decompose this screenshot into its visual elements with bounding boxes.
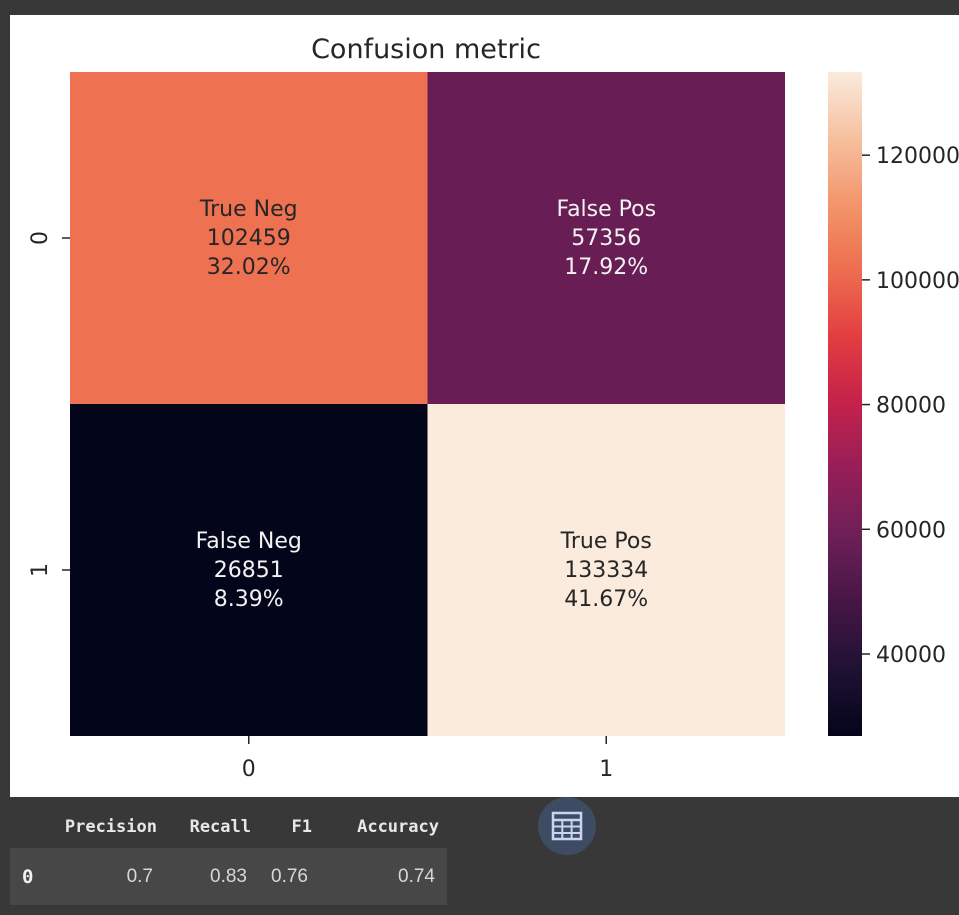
heatmap-cells: True Neg 102459 32.02% False Pos 57356 17.92%… xyxy=(70,72,785,736)
heatmap-cell xyxy=(70,72,428,404)
top-strip xyxy=(0,0,959,15)
table-icon xyxy=(551,811,583,841)
metrics-header-row: Precision Recall F1 Accuracy xyxy=(10,805,447,848)
convert-to-interactive-table-button[interactable] xyxy=(538,797,596,855)
y-tick-label: 1 xyxy=(28,563,53,577)
recall-value: 0.83 xyxy=(165,848,259,905)
metrics-table: Precision Recall F1 Accuracy 0 0.7 0.83 … xyxy=(10,805,447,905)
colorbar-gradient xyxy=(828,72,862,736)
x-tick-label: 1 xyxy=(599,757,613,782)
heatmap-cell xyxy=(70,404,428,736)
chart-title: Confusion metric xyxy=(311,34,541,65)
table-row: 0 0.7 0.83 0.76 0.74 xyxy=(10,848,447,905)
colorbar-tick-label: 80000 xyxy=(876,394,946,419)
x-tick-label: 0 xyxy=(242,757,256,782)
cell-label-count: 57356 xyxy=(571,226,641,251)
column-header-accuracy: Accuracy xyxy=(357,816,439,837)
index-column-header xyxy=(10,805,44,848)
cell-label-name: False Neg xyxy=(196,529,302,554)
column-header-f1: F1 xyxy=(291,816,312,837)
cell-label-count: 102459 xyxy=(207,226,291,251)
cell-label-percent: 41.67% xyxy=(564,587,648,612)
y-tick-label: 0 xyxy=(28,231,53,245)
cell-label-count: 133334 xyxy=(564,558,648,583)
heatmap-cell xyxy=(427,404,785,736)
colorbar-tick-label: 120000 xyxy=(876,144,959,169)
cell-label-name: False Pos xyxy=(556,197,656,222)
colorbar-tick-label: 40000 xyxy=(876,643,946,668)
colorbar: 40000 60000 80000 100000 120000 xyxy=(828,72,959,736)
cell-label-name: True Pos xyxy=(560,529,652,554)
cell-label-percent: 17.92% xyxy=(564,255,648,280)
cell-label-percent: 32.02% xyxy=(207,255,291,280)
cell-label-name: True Neg xyxy=(199,197,298,222)
heatmap-ticks: 0 1 0 1 xyxy=(28,231,613,782)
column-header-precision: Precision xyxy=(64,816,157,837)
cell-label-percent: 8.39% xyxy=(214,587,284,612)
row-index: 0 xyxy=(10,848,44,905)
accuracy-value: 0.74 xyxy=(319,848,447,905)
colorbar-tick-label: 60000 xyxy=(876,518,946,543)
precision-value: 0.7 xyxy=(44,848,165,905)
colorbar-tick-label: 100000 xyxy=(876,269,959,294)
cell-label-count: 26851 xyxy=(214,558,284,583)
column-header-recall: Recall xyxy=(189,816,251,837)
heatmap-cell xyxy=(427,72,785,404)
f1-value: 0.76 xyxy=(259,848,320,905)
